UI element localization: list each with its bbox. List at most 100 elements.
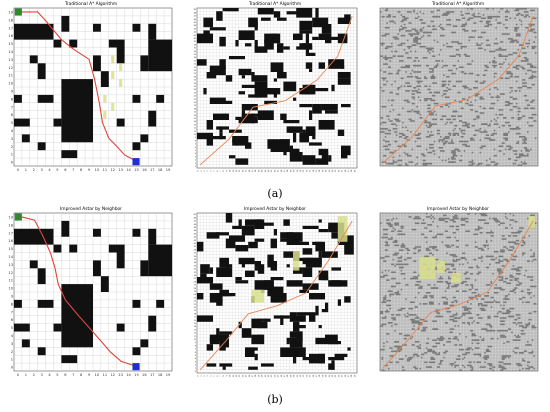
- obstacle-cell: [433, 91, 439, 94]
- obstacle-cell: [229, 235, 245, 242]
- obstacle-cell: [526, 260, 531, 262]
- obstacle-cell: [444, 159, 447, 162]
- obstacle-cell: [148, 23, 157, 40]
- obstacle-cell: [405, 153, 409, 155]
- obstacle-cell: [425, 292, 431, 294]
- obstacle-cell: [515, 132, 521, 135]
- y-tick-label: 6: [195, 147, 197, 149]
- obstacle-cell: [406, 358, 412, 360]
- obstacle-cell: [485, 123, 488, 125]
- obstacle-cell: [487, 292, 490, 294]
- obstacle-cell: [446, 298, 448, 300]
- y-tick-label: 43: [194, 28, 197, 30]
- obstacle-cell: [398, 28, 404, 31]
- y-tick-label: 33: [194, 60, 197, 62]
- obstacle-cell: [528, 293, 531, 296]
- obstacle-cell: [381, 301, 387, 304]
- obstacle-cell: [454, 217, 459, 220]
- obstacle-cell: [507, 63, 510, 65]
- obstacle-cell: [400, 77, 404, 80]
- obstacle-cell: [522, 68, 526, 70]
- obstacle-cell: [498, 11, 501, 13]
- obstacle-cell: [321, 251, 338, 258]
- obstacle-cell: [280, 238, 297, 242]
- obstacle-cell: [414, 90, 418, 92]
- obstacle-cell: [406, 56, 412, 59]
- x-tick-label: 19: [166, 373, 171, 377]
- obstacle-cell: [506, 101, 510, 103]
- obstacle-cell: [403, 314, 406, 316]
- obstacle-cell: [417, 15, 420, 18]
- obstacle-cell: [455, 255, 458, 258]
- x-tick-label: 2: [204, 375, 206, 377]
- obstacle-cell: [14, 23, 54, 40]
- obstacle-cell: [533, 303, 537, 305]
- obstacle-cell: [286, 280, 303, 287]
- obstacle-cell: [197, 277, 213, 284]
- x-tick-label: 28: [287, 169, 289, 172]
- y-tick-label: 7: [11, 105, 13, 109]
- obstacle-cell: [318, 62, 325, 69]
- obstacle-cell: [435, 266, 437, 269]
- obstacle-cell: [522, 239, 524, 242]
- obstacle-cell: [451, 139, 453, 141]
- obstacle-cell: [462, 23, 467, 26]
- y-tick-label: 9: [11, 90, 14, 94]
- x-tick-label: 4: [210, 170, 212, 172]
- panel-title: Improved Astar by Neighbor: [244, 207, 306, 212]
- obstacle-cell: [519, 227, 524, 229]
- obstacle-cell: [528, 15, 531, 18]
- y-tick-label: 23: [194, 297, 197, 299]
- obstacle-cell: [380, 257, 385, 259]
- obstacle-cell: [341, 152, 348, 159]
- obstacle-cell: [408, 33, 414, 35]
- obstacle-cell: [315, 241, 325, 252]
- obstacle-cell: [533, 31, 537, 34]
- obstacle-cell: [471, 348, 474, 351]
- obstacle-cell: [509, 87, 513, 89]
- obstacle-cell: [391, 91, 393, 94]
- planned-path-line: [21, 11, 137, 162]
- obstacle-cell: [504, 58, 507, 61]
- obstacle-cell: [506, 340, 510, 343]
- obstacle-cell: [471, 322, 474, 324]
- obstacle-cell: [389, 293, 395, 296]
- obstacle-cell: [490, 282, 493, 285]
- obstacle-cell: [428, 143, 434, 146]
- obstacle-cell: [414, 17, 418, 20]
- obstacle-cell: [438, 339, 444, 341]
- obstacle-cell: [451, 161, 456, 163]
- obstacle-cell: [413, 353, 418, 356]
- obstacle-cell: [531, 47, 535, 50]
- obstacle-cell: [428, 230, 433, 232]
- obstacle-cell: [37, 268, 46, 285]
- obstacle-cell: [452, 260, 458, 262]
- y-tick-label: 19: [194, 105, 197, 107]
- obstacle-cell: [512, 162, 515, 165]
- obstacle-cell: [245, 347, 255, 357]
- obstacle-cell: [485, 66, 490, 69]
- obstacle-cell: [489, 231, 494, 234]
- axis-ticks: 0011223344556677889910101111121213131414…: [194, 214, 357, 377]
- obstacle-cell: [254, 353, 258, 361]
- obstacle-cell: [489, 88, 491, 91]
- obstacle-cell: [441, 80, 447, 83]
- obstacle-cell: [501, 277, 504, 280]
- obstacle-cell: [416, 85, 422, 87]
- obstacle-cell: [479, 147, 483, 149]
- obstacle-cell: [460, 224, 466, 226]
- y-tick-label: 1: [11, 153, 13, 157]
- obstacle-cell: [394, 80, 396, 83]
- obstacle-cell: [484, 49, 486, 51]
- obstacle-cell: [495, 15, 501, 18]
- obstacle-cell: [501, 356, 507, 359]
- y-tick-label: 44: [194, 25, 197, 27]
- obstacle-cell: [428, 162, 433, 165]
- obstacle-cell: [470, 139, 475, 141]
- obstacle-cell: [509, 315, 515, 318]
- obstacle-cell: [509, 91, 512, 94]
- obstacle-cell: [405, 164, 409, 166]
- x-tick-label: 10: [95, 168, 100, 172]
- obstacle-cell: [432, 220, 434, 223]
- obstacle-cell: [503, 132, 508, 135]
